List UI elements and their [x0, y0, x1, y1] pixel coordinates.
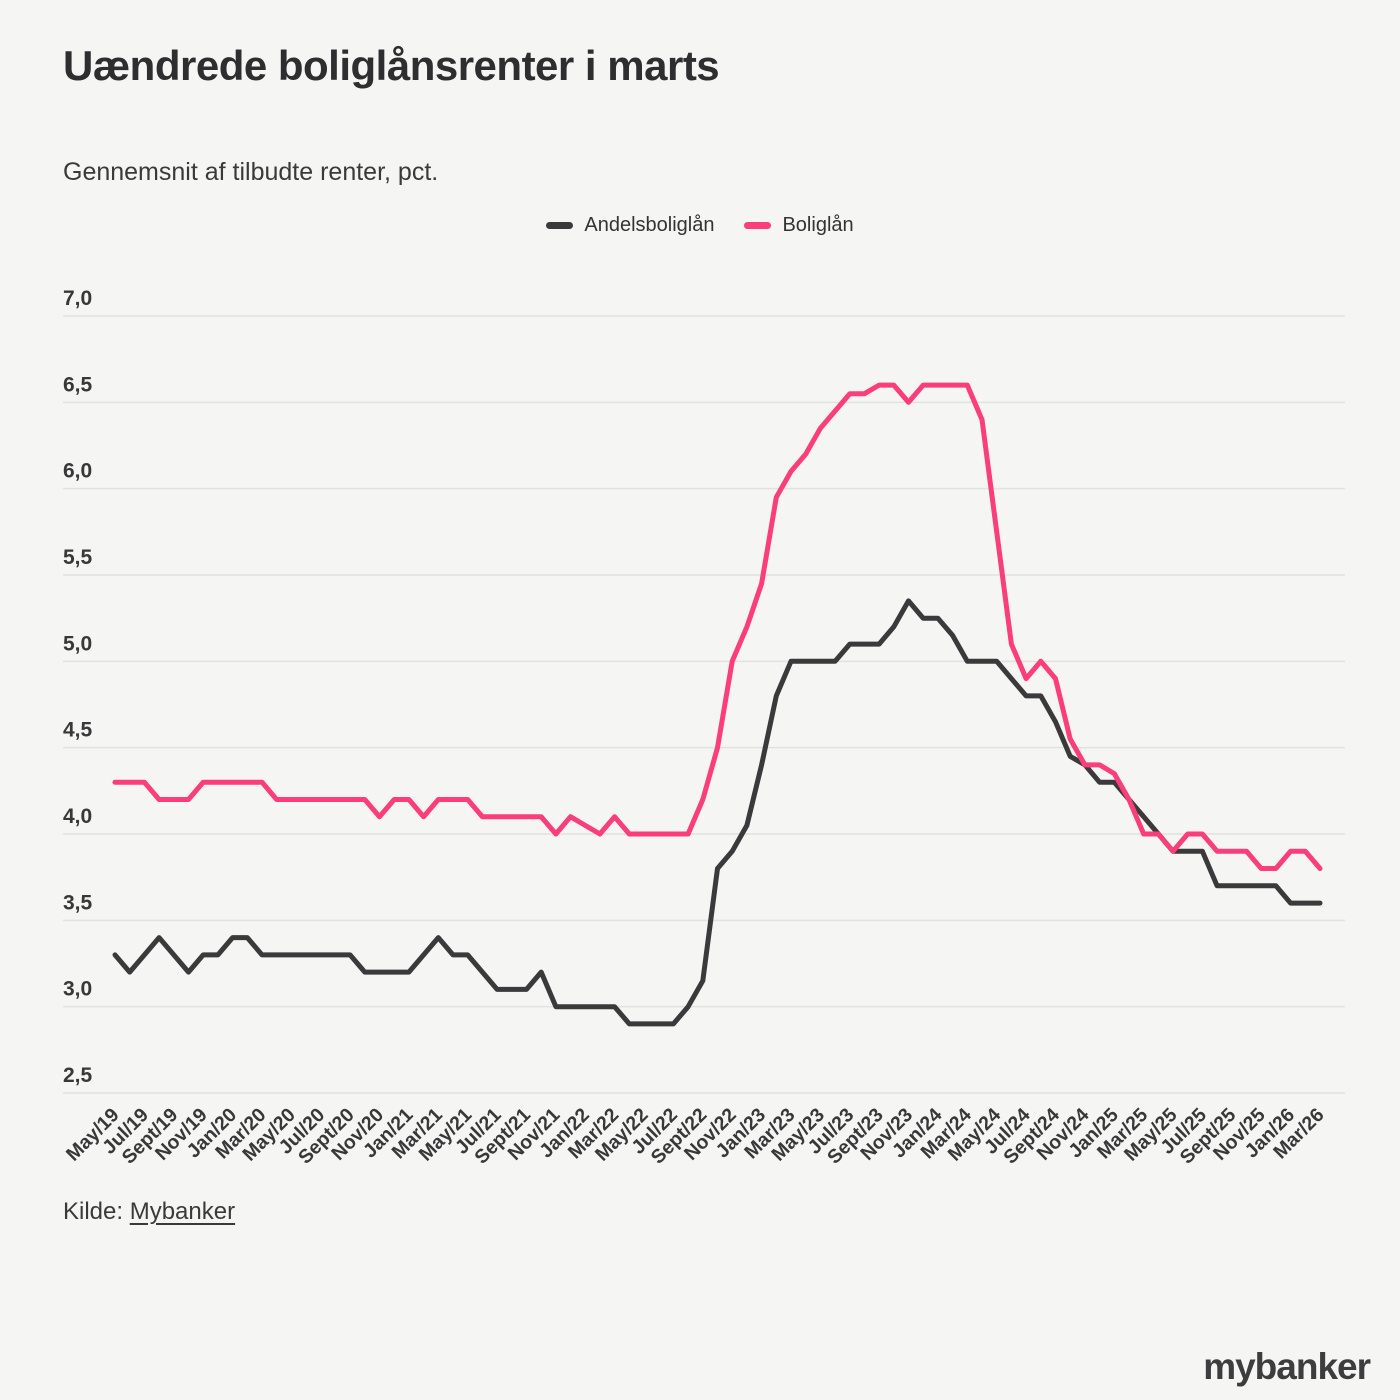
legend-item-andelsboliglan: Andelsboliglån: [546, 214, 714, 237]
chart-subtitle: Gennemsnit af tilbudte renter, pct.: [63, 158, 439, 186]
y-axis-tick-label: 3,0: [63, 978, 92, 1001]
legend-swatch-boliglan-icon: [744, 222, 772, 229]
page-title: Uændrede boliglånsrenter i marts: [63, 42, 720, 89]
legend-swatch-andelsboliglan-icon: [546, 222, 574, 229]
y-axis-tick-label: 5,0: [63, 632, 92, 655]
source-note: Kilde: Mybanker: [63, 1198, 235, 1226]
legend: Andelsboliglån Boliglån: [0, 214, 1400, 237]
series-line-boliglan: [112, 382, 1323, 871]
source-link[interactable]: Mybanker: [129, 1198, 236, 1225]
source-label: Kilde:: [63, 1198, 124, 1225]
legend-label-boliglan: Boliglån: [782, 214, 854, 236]
y-axis-tick-label: 3,5: [63, 891, 93, 914]
legend-item-boliglan: Boliglån: [744, 214, 854, 237]
y-axis-tick-label: 4,0: [63, 805, 92, 828]
y-axis-tick-label: 2,5: [63, 1064, 93, 1087]
legend-label-andelsboliglan: Andelsboliglån: [584, 214, 715, 236]
mybanker-logo: mybanker: [1203, 1346, 1371, 1387]
y-axis-tick-label: 4,5: [63, 719, 93, 742]
y-axis-tick-label: 6,0: [63, 460, 92, 483]
y-axis-tick-label: 6,5: [63, 373, 93, 396]
y-axis-tick-label: 7,0: [63, 287, 92, 310]
series-line-andelsboliglan: [112, 598, 1323, 1027]
y-axis-tick-label: 5,5: [63, 546, 93, 569]
